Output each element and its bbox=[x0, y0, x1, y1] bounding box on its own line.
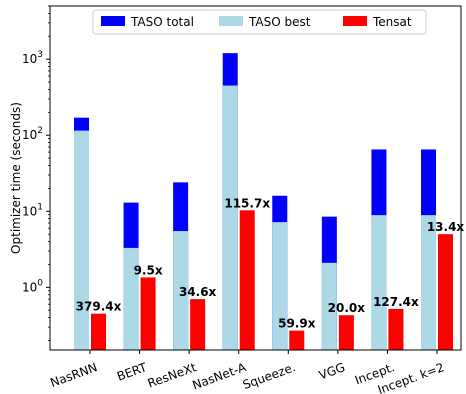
legend-label: TASO best bbox=[248, 15, 311, 29]
bar-tensat bbox=[388, 308, 404, 350]
y-tick-label: 103 bbox=[22, 50, 43, 66]
bar-tensat bbox=[190, 299, 206, 350]
bar-taso-best bbox=[371, 215, 387, 350]
speedup-label: 59.9x bbox=[278, 317, 316, 331]
bar-tensat bbox=[140, 277, 156, 350]
x-tick-label: Squeeze. bbox=[241, 360, 298, 392]
bar-taso-best bbox=[421, 215, 436, 350]
y-axis: 100 101 102 103 bbox=[22, 5, 50, 341]
bars-layer bbox=[74, 53, 453, 350]
speedup-label: 379.4x bbox=[76, 300, 122, 314]
legend-label: TASO total bbox=[130, 15, 194, 29]
legend-box bbox=[92, 9, 427, 35]
speedup-label: 9.5x bbox=[134, 263, 163, 277]
speedup-label: 34.6x bbox=[179, 285, 217, 299]
speedup-label: 115.7x bbox=[224, 196, 270, 210]
bar-taso-best bbox=[123, 247, 139, 350]
legend: TASO total TASO best Tensat bbox=[92, 9, 427, 35]
y-tick-label: 100 bbox=[22, 278, 43, 294]
bar-tensat bbox=[438, 234, 453, 350]
bar-taso-best bbox=[321, 262, 337, 350]
x-tick-label: BERT bbox=[115, 360, 149, 384]
y-axis-label: Optimizer time (seconds) bbox=[9, 102, 23, 254]
speedup-label: 127.4x bbox=[373, 295, 419, 309]
legend-label: Tensat bbox=[372, 15, 412, 29]
x-tick-label: NasRNN bbox=[48, 360, 99, 390]
bar-taso-best bbox=[173, 231, 189, 350]
annotations-layer: 379.4x 9.5x 34.6x 115.7x 59.9x 20.0x 127.4x 13.… bbox=[76, 196, 465, 330]
bar-tensat bbox=[289, 330, 305, 350]
x-tick-label: ResNeXt bbox=[146, 360, 199, 391]
x-tick-label: VGG bbox=[317, 360, 347, 382]
bar-tensat bbox=[91, 313, 106, 350]
bar-tensat bbox=[239, 210, 255, 350]
x-tick-label: NasNet-A bbox=[190, 360, 248, 393]
y-tick-label: 102 bbox=[22, 126, 43, 142]
bar-taso-best bbox=[222, 85, 238, 350]
speedup-label: 20.0x bbox=[328, 301, 366, 315]
bar-taso-best bbox=[74, 130, 89, 350]
y-tick-label: 101 bbox=[22, 202, 43, 218]
legend-swatch bbox=[219, 16, 243, 26]
legend-swatch bbox=[343, 16, 367, 26]
legend-swatch bbox=[101, 16, 125, 26]
plot-frame bbox=[49, 5, 462, 351]
speedup-label: 13.4x bbox=[427, 220, 465, 234]
bar-tensat bbox=[338, 315, 354, 350]
bar-taso-best bbox=[272, 222, 288, 350]
